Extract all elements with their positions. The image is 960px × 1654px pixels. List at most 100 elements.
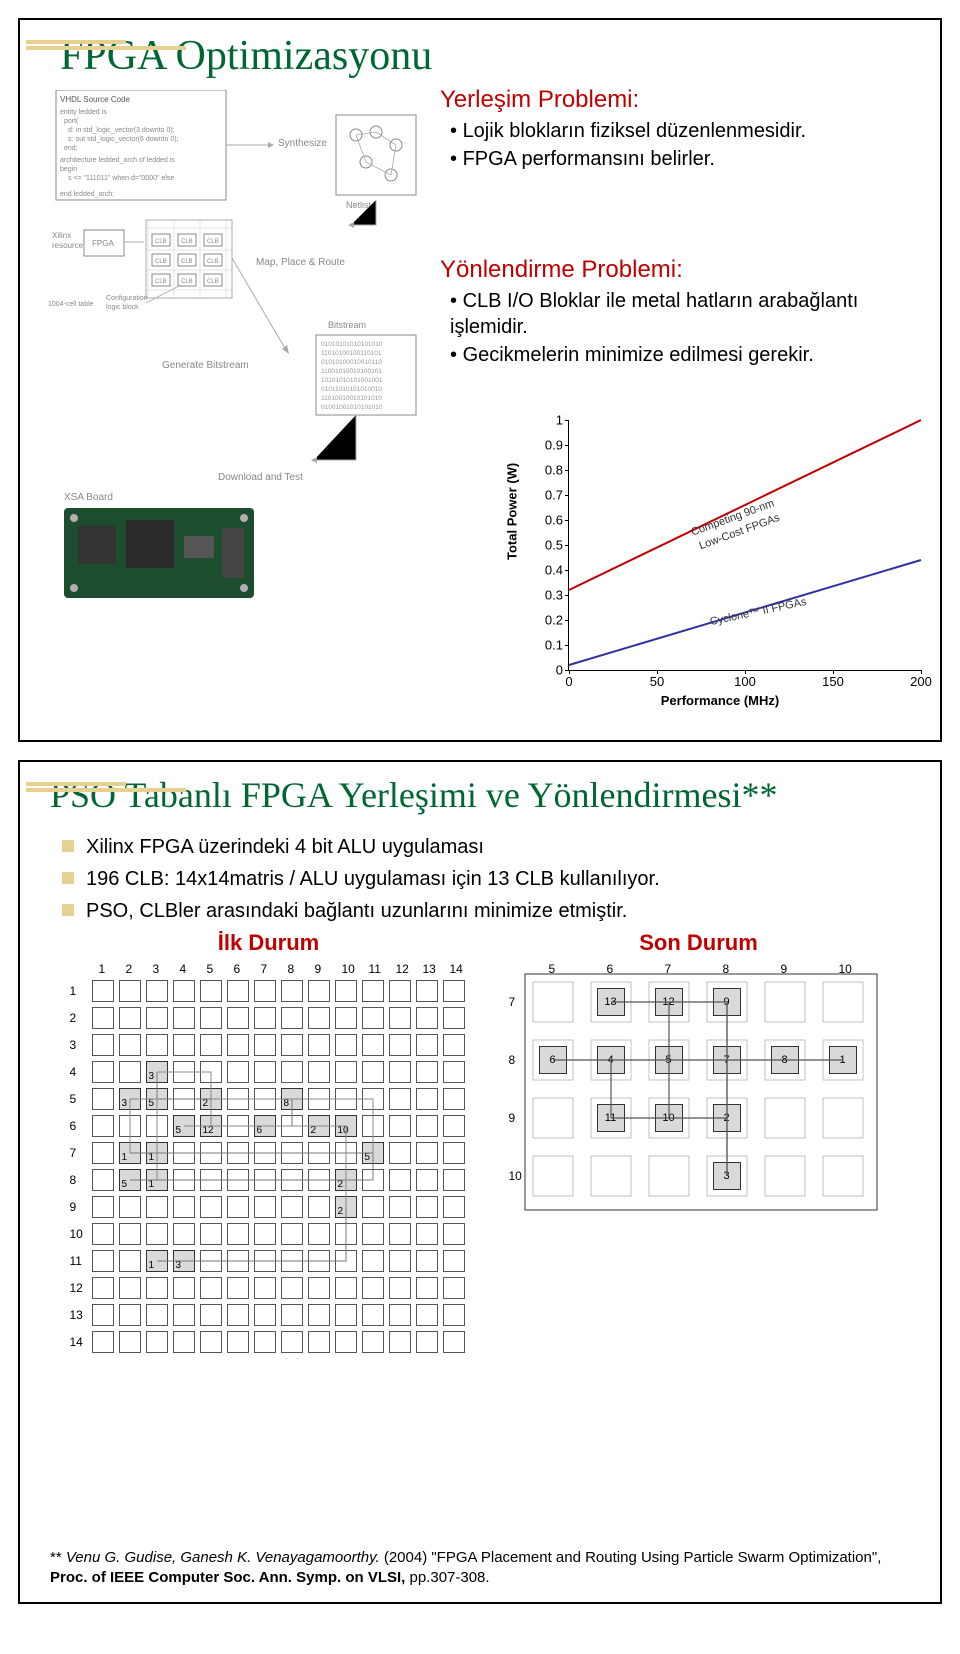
svg-text:Configuration: Configuration [106, 295, 148, 302]
clb-cell [92, 1115, 114, 1137]
clb-cell [254, 1196, 276, 1218]
clb-cell [335, 1250, 357, 1272]
clb-cell [227, 1061, 249, 1083]
clb-cell [281, 1115, 303, 1137]
s2-bullet-1-text: Xilinx FPGA üzerindeki 4 bit ALU uygulam… [86, 834, 484, 860]
clb-cell [227, 1331, 249, 1353]
clb-cell [254, 1277, 276, 1299]
svg-text:Generate Bitstream: Generate Bitstream [162, 360, 249, 371]
clb-cell [227, 1088, 249, 1110]
placement-problem-block: Yerleşim Problemi: Lojik blokların fizik… [440, 80, 930, 174]
clb-cell [362, 1115, 384, 1137]
svg-text:logic block: logic block [106, 304, 139, 311]
initial-state-column: İlk Durum 123456789101112131412345678910… [68, 930, 470, 1358]
clb-cell [416, 1115, 438, 1137]
clb-cell [281, 1304, 303, 1326]
ref-year: (2004) [384, 1549, 427, 1566]
clb-cell [146, 1196, 168, 1218]
clb-cell [281, 1277, 303, 1299]
slide2-body: Xilinx FPGA üzerindeki 4 bit ALU uygulam… [20, 824, 940, 1362]
routing-bullet-1: CLB I/O Bloklar ile metal hatların araba… [450, 288, 930, 340]
clb-cell [443, 1034, 465, 1056]
clb-cell [281, 1223, 303, 1245]
clb-cell [254, 1007, 276, 1029]
clb-cell [254, 1331, 276, 1353]
slide-title: FPGA Optimizasyonu [60, 32, 940, 80]
clb-cell [443, 1169, 465, 1191]
clb-cell [308, 1223, 330, 1245]
clb-cell [308, 1034, 330, 1056]
clb-cell [254, 1088, 276, 1110]
clb-cell [92, 1034, 114, 1056]
clb-cell [227, 1223, 249, 1245]
svg-text:architecture ledded_arch of le: architecture ledded_arch of ledded is [60, 157, 175, 164]
clb-cell [92, 1196, 114, 1218]
svg-text:resources: resources [52, 241, 87, 250]
chart-ylabel: Total Power (W) [505, 463, 520, 560]
clb-cell [200, 1331, 222, 1353]
clb-cell [416, 1007, 438, 1029]
clb-cell [254, 1169, 276, 1191]
clb-cell [119, 1304, 141, 1326]
s2-bullet-3: PSO, CLBler arasındaki bağlantı uzunları… [62, 898, 910, 924]
clb-cell [254, 980, 276, 1002]
svg-text:end;: end; [64, 145, 78, 152]
clb-cell [281, 1061, 303, 1083]
routing-bullet-2: Gecikmelerin minimize edilmesi gerekir. [450, 342, 930, 368]
fig1-label: İlk Durum [218, 930, 319, 956]
clb-cell [416, 980, 438, 1002]
svg-text:d: in std_logic_vector(3 downt: d: in std_logic_vector(3 downto 0); [68, 127, 175, 134]
clb-cell [443, 1115, 465, 1137]
svg-text:begin: begin [60, 166, 77, 173]
clb-cell [308, 1250, 330, 1272]
svg-text:VHDL Source Code: VHDL Source Code [60, 95, 131, 104]
clb-cell [254, 1223, 276, 1245]
clb-cell [173, 1331, 195, 1353]
clb-cell [119, 1061, 141, 1083]
clb-cell [92, 980, 114, 1002]
clb-cell [254, 1061, 276, 1083]
clb-cell [443, 1061, 465, 1083]
clb-cell [335, 1331, 357, 1353]
clb-cell [416, 1142, 438, 1164]
clb-cell [200, 1142, 222, 1164]
clb-cell [335, 1142, 357, 1164]
clb-cell [227, 1196, 249, 1218]
clb-cell [443, 1088, 465, 1110]
clb-cell [281, 1250, 303, 1272]
clb-cell [146, 1304, 168, 1326]
clb-cell [389, 1115, 411, 1137]
svg-text:CLB: CLB [207, 279, 219, 285]
s2-bullet-3-text: PSO, CLBler arasındaki bağlantı uzunları… [86, 898, 627, 924]
clb-cell [119, 980, 141, 1002]
clb-cell [200, 980, 222, 1002]
clb-cell [389, 1034, 411, 1056]
clb-cell [119, 1223, 141, 1245]
placed-clb: 6 [539, 1046, 567, 1074]
clb-cell [443, 1277, 465, 1299]
clb-cell [227, 1304, 249, 1326]
placed-clb: 7 [713, 1046, 741, 1074]
clb-cell [389, 1007, 411, 1029]
clb-cell [443, 1223, 465, 1245]
clb-cell [416, 1250, 438, 1272]
clb-cell [335, 980, 357, 1002]
placed-clb: 8 [771, 1046, 799, 1074]
clb-cell [416, 1088, 438, 1110]
clb-cell [443, 1142, 465, 1164]
clb-cell [146, 1115, 168, 1137]
clb-cell [227, 1277, 249, 1299]
routing-heading: Yönlendirme Problemi: [440, 256, 930, 284]
clb-cell [416, 1277, 438, 1299]
clb-cell [416, 1169, 438, 1191]
ref-title: "FPGA Placement and Routing Using Partic… [431, 1549, 881, 1566]
clb-cell [416, 1034, 438, 1056]
clb-cell [173, 1196, 195, 1218]
clb-cell [362, 1331, 384, 1353]
clb-cell [416, 1331, 438, 1353]
clb-cell [308, 1304, 330, 1326]
placed-clb: 5 [655, 1046, 683, 1074]
clb-cell [281, 1007, 303, 1029]
clb-cell [92, 1304, 114, 1326]
clb-cell [362, 980, 384, 1002]
